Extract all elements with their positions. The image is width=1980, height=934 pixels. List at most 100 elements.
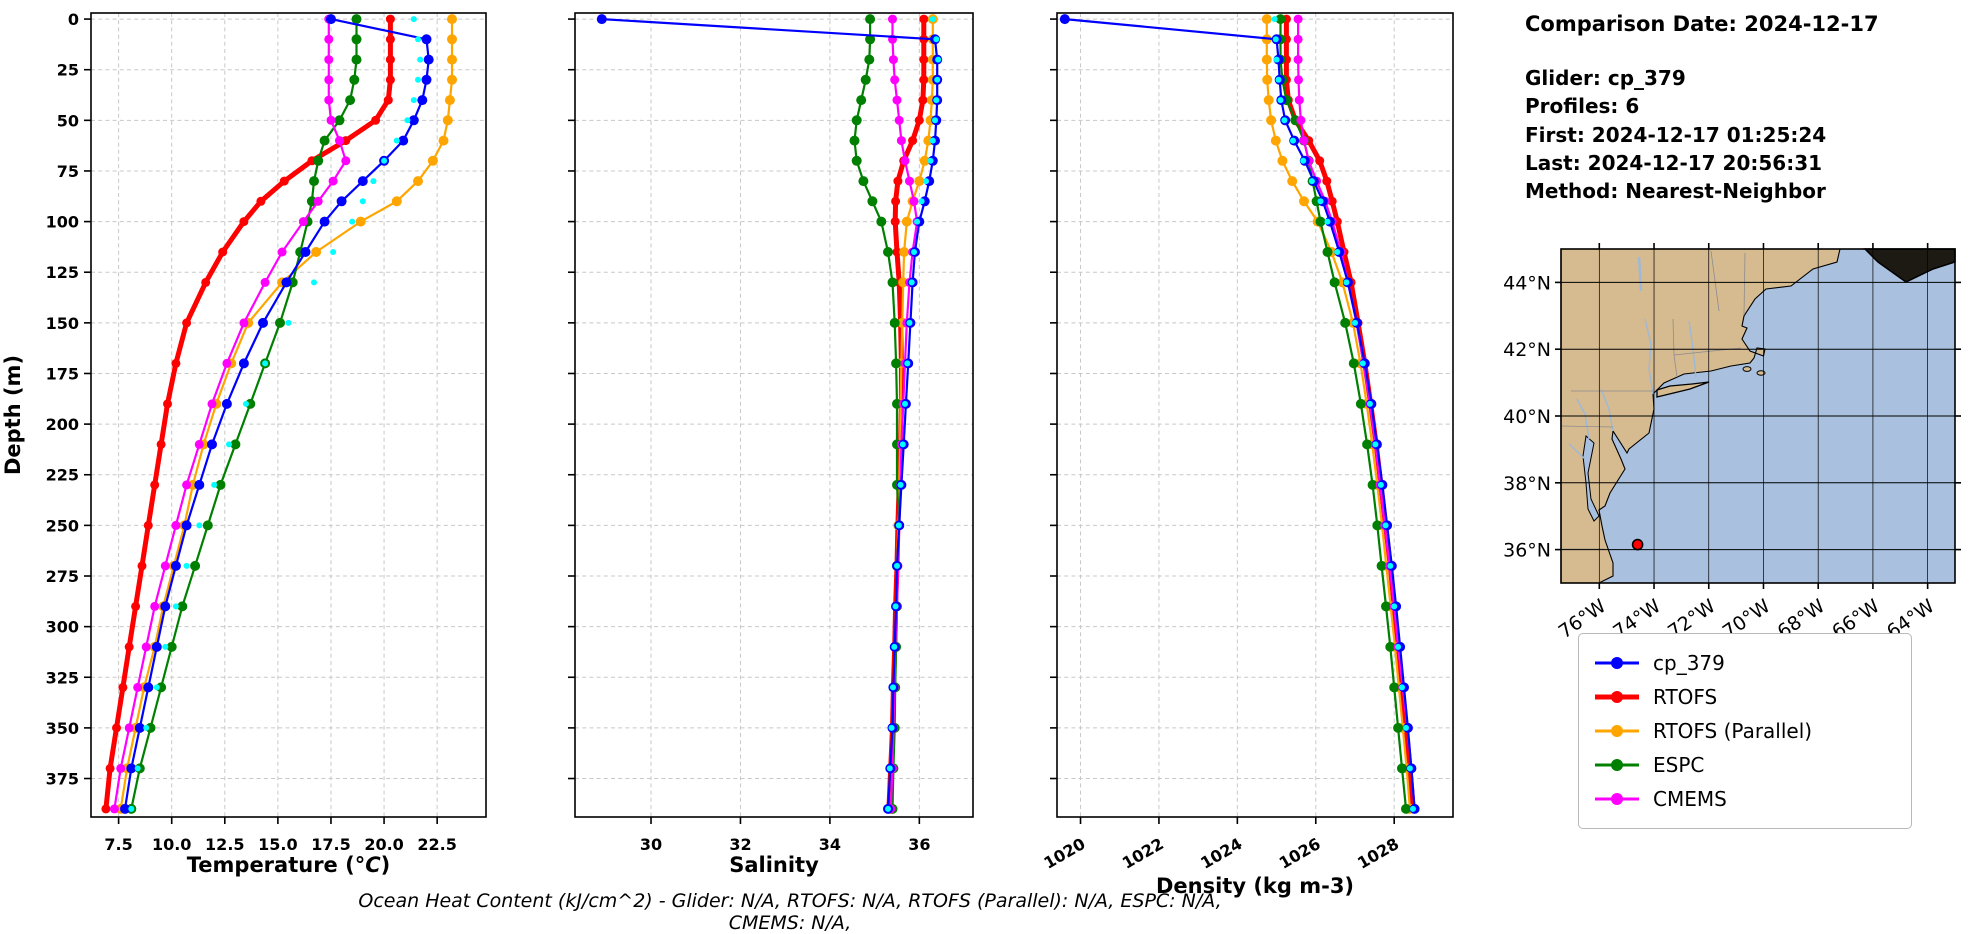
series-espc [126,14,362,814]
map-rivers [1568,256,1697,460]
y-tick-label: 150 [46,314,79,333]
legend-label: RTOFS (Parallel) [1653,719,1813,743]
glider-name-text: Glider: cp_379 [1525,65,1686,90]
legend-marker-icon [1595,689,1639,705]
series-rtofs [101,14,395,814]
legend-label: RTOFS [1653,685,1718,709]
legend-marker-icon [1595,757,1639,773]
y-tick-label: 0 [68,10,79,29]
x-axis-label: Temperature (°C) [187,853,391,877]
legend-dot-swatch [1611,793,1623,805]
legend-dot-swatch [1611,657,1623,669]
lat-label: 40°N [1503,406,1551,428]
series-rtofs-parallel- [1261,14,1415,814]
series-cmems [109,14,351,814]
series-espc [1275,14,1411,814]
series-cp_379 [120,14,434,814]
series-glider_obs_cyan [885,16,942,812]
y-tick-label: 25 [57,61,79,80]
lat-label: 36°N [1503,540,1551,562]
x-tick-label: 17.5 [311,835,350,854]
legend-dot-swatch [1611,759,1623,771]
y-tick-label: 50 [57,111,79,130]
legend-item-cp_379: cp_379 [1595,646,1895,680]
map-mainland-us [1560,248,1841,584]
map-chesapeake-bay [1582,435,1600,522]
x-tick-label: 10.0 [152,835,191,854]
x-tick-label: 1026 [1276,834,1324,873]
x-tick-label: 7.5 [104,835,132,854]
axes-frame [90,12,487,818]
x-tick-label: 12.5 [205,835,244,854]
gridlines [1057,13,1453,817]
y-tick-label: 275 [46,567,79,586]
legend-label: cp_379 [1653,651,1725,675]
series-espc [849,14,905,814]
comparison-info-block: Comparison Date: 2024-12-17 Glider: cp_3… [1525,10,1879,206]
last-profile-time-text: Last: 2024-12-17 20:56:31 [1525,150,1823,175]
y-tick-label: 175 [46,364,79,383]
lat-label: 38°N [1503,473,1551,495]
map-island-nantucket [1756,370,1766,376]
x-tick-label: 36 [908,835,930,854]
x-tick-label: 1022 [1119,834,1167,873]
lat-label: 42°N [1503,339,1551,361]
legend-marker-icon [1595,655,1639,671]
series-cp_379 [1059,14,1420,814]
series-cp_379 [596,14,943,814]
x-tick-label: 32 [729,835,751,854]
legend-item-espc: ESPC [1595,748,1895,782]
legend-marker-icon [1595,791,1639,807]
y-tick-label: 350 [46,719,79,738]
x-tick-label: 1024 [1197,834,1245,873]
y-axis [1050,18,1057,780]
lat-label: 44°N [1503,272,1551,294]
axes-frame [1056,12,1454,818]
first-profile-time-text: First: 2024-12-17 01:25:24 [1525,122,1827,147]
y-tick-label: 200 [46,415,79,434]
location-map: 44°N42°N40°N38°N36°N76°W 74°W 72°W 70°W 68°W… [1503,243,1961,643]
legend-marker-icon [1595,723,1639,739]
x-tick-label: 34 [819,835,841,854]
y-tick-label: 325 [46,668,79,687]
temperature-profile-plot: 7.5 10.0 12.5 15.0 17.5 20.0 22.5 0 25 50 75 100 125… [1,10,487,877]
x-tick-label: 1020 [1040,834,1088,873]
x-tick-label: 1028 [1354,834,1402,873]
x-axis: 7.5 10.0 12.5 15.0 17.5 20.0 22.5 [104,817,457,854]
map-axis-ticks [1555,243,1961,589]
legend-item-cmems: CMEMS [1595,782,1895,816]
y-tick-label: 375 [46,770,79,789]
series-legend: cp_379 RTOFS RTOFS (Parallel) ESPC CMEMS [1578,633,1912,829]
y-tick-label: 100 [46,213,79,232]
y-tick-label: 300 [46,618,79,637]
comparison-date-text: Comparison Date: 2024-12-17 [1525,12,1879,36]
ocean-heat-content-note: Ocean Heat Content (kJ/cm^2) - Glider: N… [358,890,1222,934]
legend-item-rtofs-parallel-: RTOFS (Parallel) [1595,714,1895,748]
y-tick-label: 125 [46,263,79,282]
x-axis-label: Density (kg m-3) [1156,874,1354,898]
legend-label: ESPC [1653,753,1705,777]
method-text: Method: Nearest-Neighbor [1525,179,1826,204]
x-tick-label: 30 [640,835,662,854]
axes-frame [574,12,974,818]
x-axis: 30 32 34 36 [640,817,930,854]
y-tick-label: 250 [46,516,79,535]
map-island-mv [1742,366,1752,372]
map-long-island [1656,381,1710,398]
y-axis-label: Depth (m) [1,355,25,475]
y-tick-label: 225 [46,466,79,485]
profiles-count-text: Profiles: 6 [1525,94,1640,119]
gridlines [91,13,486,817]
y-tick-label: 75 [57,162,79,181]
x-tick-label: 15.0 [258,835,297,854]
legend-dot-swatch [1611,725,1623,737]
salinity-profile-plot: 30 32 34 36 Salinity [568,12,974,877]
legend-dot-swatch [1611,691,1623,703]
x-tick-label: 20.0 [364,835,403,854]
y-axis: 0 25 50 75 100 125 150 175 200 225 250 275 300 325 350… [46,10,91,789]
glider-position-marker [1631,538,1644,551]
x-tick-label: 22.5 [417,835,456,854]
x-axis-label: Salinity [729,853,819,877]
